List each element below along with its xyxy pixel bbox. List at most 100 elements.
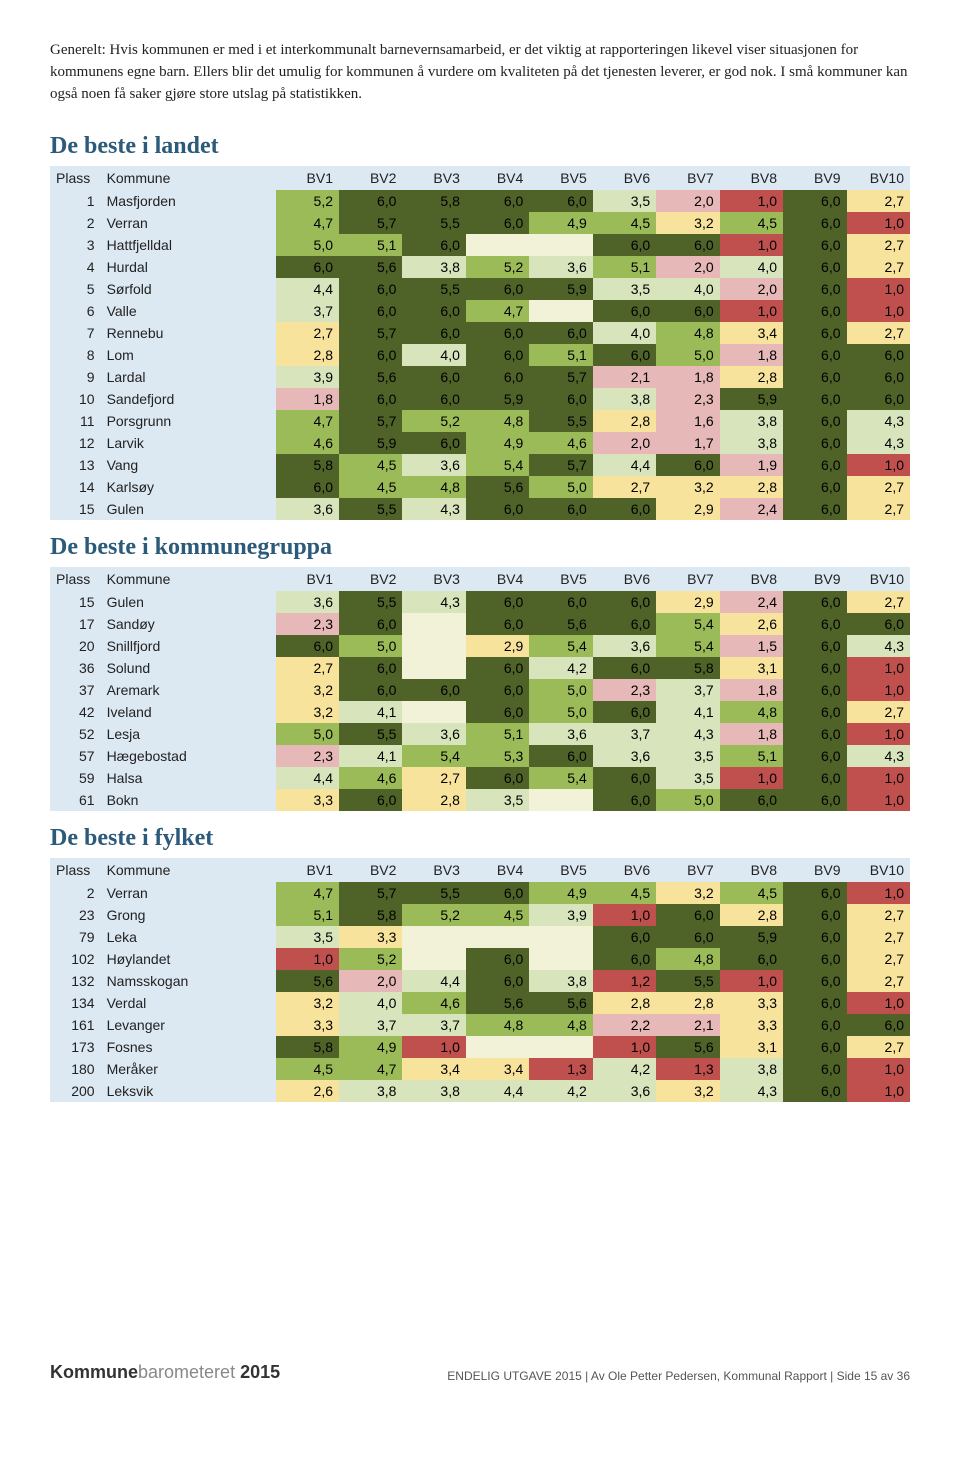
cell-value: 2,8 <box>593 992 656 1014</box>
cell-kommune: Halsa <box>101 767 276 789</box>
cell-value: 2,9 <box>466 635 529 657</box>
cell-value: 4,3 <box>720 1080 783 1102</box>
cell-plass: 200 <box>50 1080 101 1102</box>
section-title-landet: De beste i landet <box>50 133 910 160</box>
table-row: 2Verran4,75,75,56,04,94,53,24,56,01,0 <box>50 212 910 234</box>
cell-value: 3,2 <box>656 212 719 234</box>
cell-value: 2,8 <box>720 476 783 498</box>
cell-value: 4,8 <box>529 1014 592 1036</box>
cell-value: 6,0 <box>466 948 529 970</box>
cell-plass: 134 <box>50 992 101 1014</box>
cell-value: 6,0 <box>466 882 529 904</box>
cell-value: 6,0 <box>783 1058 846 1080</box>
cell-value: 6,0 <box>529 190 592 212</box>
cell-value: 2,7 <box>402 767 465 789</box>
cell-value: 6,0 <box>783 679 846 701</box>
cell-value: 6,0 <box>339 344 402 366</box>
cell-value: 1,0 <box>720 970 783 992</box>
table-row: 9Lardal3,95,66,06,05,72,11,82,86,06,0 <box>50 366 910 388</box>
cell-value: 5,6 <box>276 970 339 992</box>
cell-value: 6,0 <box>783 948 846 970</box>
cell-value: 4,6 <box>529 432 592 454</box>
cell-value: 6,0 <box>656 926 719 948</box>
table-row: 15Gulen3,65,54,36,06,06,02,92,46,02,7 <box>50 498 910 520</box>
cell-kommune: Verran <box>101 212 276 234</box>
cell-value: 3,2 <box>656 882 719 904</box>
table-row: 4Hurdal6,05,63,85,23,65,12,04,06,02,7 <box>50 256 910 278</box>
cell-value: 2,7 <box>847 234 911 256</box>
table-row: 52Lesja5,05,53,65,13,63,74,31,86,01,0 <box>50 723 910 745</box>
column-header: BV8 <box>720 858 783 882</box>
table-row: 6Valle3,76,06,04,76,06,01,06,01,0 <box>50 300 910 322</box>
cell-value: 6,0 <box>339 190 402 212</box>
cell-value: 6,0 <box>783 657 846 679</box>
cell-value: 5,5 <box>339 723 402 745</box>
cell-plass: 17 <box>50 613 101 635</box>
cell-value: 6,0 <box>276 256 339 278</box>
cell-value: 6,0 <box>529 591 592 613</box>
cell-plass: 2 <box>50 212 101 234</box>
column-header: BV2 <box>339 858 402 882</box>
cell-value: 5,1 <box>529 344 592 366</box>
cell-value: 6,0 <box>593 789 656 811</box>
column-header: Plass <box>50 166 101 190</box>
cell-value: 5,9 <box>339 432 402 454</box>
brand-light: barometeret <box>138 1362 240 1382</box>
column-header: Plass <box>50 567 101 591</box>
cell-value: 5,0 <box>529 701 592 723</box>
cell-value: 2,7 <box>847 322 911 344</box>
column-header: BV3 <box>402 567 465 591</box>
cell-value: 4,5 <box>720 882 783 904</box>
cell-value: 4,2 <box>529 1080 592 1102</box>
cell-value: 6,0 <box>783 992 846 1014</box>
cell-value: 1,0 <box>847 679 911 701</box>
cell-value: 1,0 <box>593 904 656 926</box>
cell-value: 5,8 <box>339 904 402 926</box>
cell-value: 5,0 <box>656 344 719 366</box>
cell-value: 1,0 <box>847 882 911 904</box>
cell-value: 5,9 <box>720 926 783 948</box>
cell-value: 2,7 <box>847 476 911 498</box>
cell-value: 5,5 <box>339 591 402 613</box>
cell-value: 6,0 <box>466 591 529 613</box>
cell-value: 2,2 <box>593 1014 656 1036</box>
cell-value: 6,0 <box>783 591 846 613</box>
cell-value: 6,0 <box>339 388 402 410</box>
cell-value: 5,5 <box>402 882 465 904</box>
cell-value: 5,2 <box>402 904 465 926</box>
cell-value: 6,0 <box>783 498 846 520</box>
cell-value: 6,0 <box>529 388 592 410</box>
cell-value: 5,7 <box>339 882 402 904</box>
table-row: 5Sørfold4,46,05,56,05,93,54,02,06,01,0 <box>50 278 910 300</box>
cell-plass: 5 <box>50 278 101 300</box>
cell-value: 3,8 <box>402 1080 465 1102</box>
cell-value: 5,8 <box>276 454 339 476</box>
cell-value: 4,2 <box>593 1058 656 1080</box>
page-footer: Kommunebarometeret 2015 ENDELIG UTGAVE 2… <box>50 1362 910 1383</box>
cell-value: 6,0 <box>466 190 529 212</box>
cell-kommune: Rennebu <box>101 322 276 344</box>
cell-value: 4,4 <box>276 278 339 300</box>
cell-value: 4,1 <box>339 745 402 767</box>
cell-value: 6,0 <box>402 234 465 256</box>
cell-value: 4,4 <box>593 454 656 476</box>
cell-plass: 37 <box>50 679 101 701</box>
column-header: BV5 <box>529 567 592 591</box>
cell-value: 3,8 <box>339 1080 402 1102</box>
cell-value: 4,4 <box>466 1080 529 1102</box>
column-header: BV1 <box>276 858 339 882</box>
cell-value: 5,6 <box>529 613 592 635</box>
cell-value: 3,4 <box>402 1058 465 1080</box>
cell-value: 1,0 <box>720 300 783 322</box>
cell-value: 6,0 <box>529 498 592 520</box>
cell-value: 6,0 <box>593 234 656 256</box>
cell-value: 6,0 <box>466 767 529 789</box>
cell-kommune: Verran <box>101 882 276 904</box>
cell-value: 5,0 <box>276 234 339 256</box>
cell-kommune: Gulen <box>101 591 276 613</box>
cell-value: 5,6 <box>529 992 592 1014</box>
cell-value: 1,0 <box>847 278 911 300</box>
cell-value: 2,9 <box>656 498 719 520</box>
cell-kommune: Levanger <box>101 1014 276 1036</box>
cell-value <box>529 1036 592 1058</box>
